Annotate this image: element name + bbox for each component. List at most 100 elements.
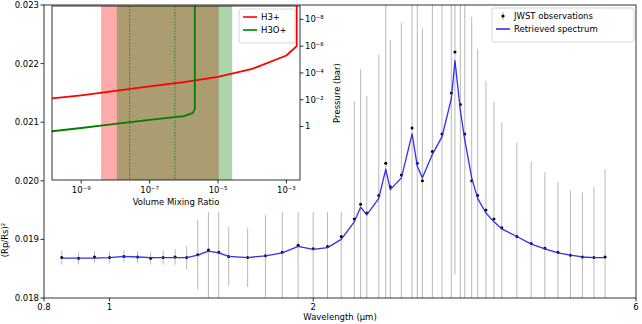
data-point xyxy=(421,179,424,182)
error-bar xyxy=(378,55,379,298)
y-tick-label: 0.022 xyxy=(15,59,39,69)
error-bar xyxy=(454,5,455,275)
error-bar xyxy=(501,122,502,298)
legend-label: Retrieved spectrum xyxy=(514,24,598,34)
error-bar xyxy=(531,161,532,298)
y-tick-label: 0.019 xyxy=(15,234,39,244)
inset-y-tick xyxy=(300,72,304,73)
retrieved-median xyxy=(129,6,130,180)
y-tick xyxy=(41,122,45,123)
error-bar xyxy=(516,143,517,298)
error-bar xyxy=(582,193,583,298)
chart-root: 10⁻⁹ 10⁻⁷ 10⁻⁵ 10⁻³ Volume Mixing Ratio 10⁻⁸ 1… xyxy=(0,0,642,324)
error-bar xyxy=(460,5,461,298)
y-tick xyxy=(41,63,45,64)
profile-line xyxy=(52,6,195,132)
error-bar xyxy=(94,251,95,263)
error-bar xyxy=(464,5,465,298)
data-point xyxy=(411,127,414,130)
error-bar xyxy=(412,5,413,298)
inset-x-tick-label: 10⁻⁵ xyxy=(209,185,228,195)
data-point xyxy=(359,203,362,206)
y-tick xyxy=(41,180,45,181)
inset-y-tick-label: 10⁻² xyxy=(305,95,324,105)
inset-y-tick xyxy=(300,99,304,100)
data-point xyxy=(453,50,456,53)
inset-x-tick xyxy=(149,180,150,184)
inset-x-tick-label: 10⁻⁷ xyxy=(140,185,159,195)
error-bar xyxy=(422,28,423,298)
inset-y-tick-label: 10⁻⁸ xyxy=(305,14,324,24)
error-bar xyxy=(485,81,486,298)
error-bar xyxy=(218,200,219,298)
error-bar xyxy=(593,187,594,298)
inset-data xyxy=(52,6,297,180)
x-tick xyxy=(44,298,45,302)
legend: H3+ H3O+ xyxy=(239,9,295,43)
profile-line xyxy=(52,6,297,99)
y-tick-label: 0.020 xyxy=(15,176,39,186)
x-axis-label: Wavelength (μm) xyxy=(303,312,376,322)
error-bar xyxy=(360,69,361,298)
retrieved-range xyxy=(117,6,232,180)
error-bar xyxy=(432,5,433,298)
y-tick-label: 0.021 xyxy=(15,117,39,127)
legend: JWST observations Retrieved spectrum xyxy=(492,8,634,42)
inset-x-tick xyxy=(286,180,287,184)
error-bar xyxy=(390,40,391,298)
legend-marker xyxy=(501,14,504,17)
x-tick xyxy=(109,298,110,302)
inset-y-tick-label: 10⁻⁶ xyxy=(305,41,324,51)
inset-y-axis-label: Pressure (bar) xyxy=(332,63,342,123)
inset-y-tick xyxy=(300,46,304,47)
error-bar xyxy=(605,169,606,298)
error-bar xyxy=(477,49,478,298)
x-tick xyxy=(636,298,637,302)
inset-frame xyxy=(52,6,300,180)
error-bar xyxy=(417,5,418,298)
legend-line xyxy=(496,28,510,30)
x-tick-label: 2 xyxy=(311,302,316,312)
x-tick-label: 1 xyxy=(107,302,112,312)
y-tick-label: 0.018 xyxy=(15,293,39,303)
y-tick xyxy=(41,298,45,299)
legend-frame xyxy=(492,8,634,42)
x-tick-label: 0.8 xyxy=(37,302,51,312)
inset-x-tick xyxy=(81,180,82,184)
legend-line xyxy=(243,29,257,31)
inset-y-tick xyxy=(300,126,304,127)
inset-x-axis-label: Volume Mixing Ratio xyxy=(133,197,220,207)
data-point xyxy=(384,162,387,165)
y-tick-label: 0.023 xyxy=(15,0,39,10)
y-tick xyxy=(41,5,45,6)
error-bar xyxy=(401,23,402,298)
retrieved-median xyxy=(174,6,175,180)
inset-y-tick xyxy=(300,19,304,20)
error-bar xyxy=(471,17,472,298)
y-tick xyxy=(41,239,45,240)
error-bar xyxy=(493,102,494,298)
inset-x-tick xyxy=(217,180,218,184)
legend-line xyxy=(243,16,257,18)
error-bar xyxy=(570,191,571,298)
x-tick xyxy=(313,298,314,302)
legend-frame xyxy=(239,9,295,43)
x-tick-label: 6 xyxy=(633,302,638,312)
error-bar xyxy=(385,5,386,298)
legend-label: JWST observations xyxy=(513,11,593,21)
error-bar xyxy=(354,102,355,298)
inset-x-tick-label: 10⁻³ xyxy=(277,185,296,195)
inset-y-tick-label: 10⁻⁴ xyxy=(305,68,324,78)
error-bar xyxy=(557,182,558,298)
error-bar xyxy=(544,172,545,298)
error-bar xyxy=(366,96,367,298)
plot-frame xyxy=(44,5,636,298)
legend-label: H3+ xyxy=(261,12,280,22)
inset-x-tick-label: 10⁻⁹ xyxy=(72,185,91,195)
legend-label: H3O+ xyxy=(261,25,287,35)
error-bar xyxy=(451,5,452,298)
inset-y-tick-label: 1 xyxy=(305,121,310,131)
error-bar xyxy=(441,5,442,298)
y-axis-label: (Rp/Rs)² xyxy=(0,223,10,258)
inset-background xyxy=(48,6,352,212)
